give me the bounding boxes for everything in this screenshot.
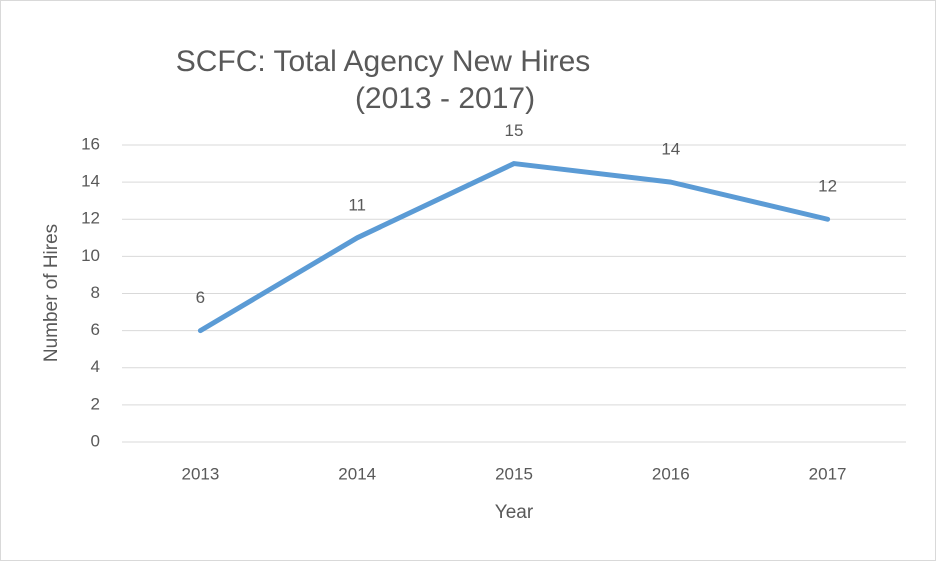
x-tick-label: 2015	[495, 464, 533, 483]
x-tick-label: 2017	[809, 464, 847, 483]
chart-subtitle: (2013 - 2017)	[355, 82, 535, 115]
y-tick-label: 6	[91, 320, 100, 339]
x-tick-label: 2016	[652, 464, 690, 483]
data-label: 6	[196, 288, 205, 307]
y-tick-label: 12	[81, 209, 100, 228]
x-axis-label: Year	[495, 502, 534, 523]
y-tick-label: 2	[91, 394, 100, 413]
y-tick-label: 10	[81, 246, 100, 265]
x-tick-label: 2014	[338, 464, 376, 483]
data-label: 14	[661, 140, 680, 159]
data-label: 12	[818, 177, 837, 196]
data-label: 11	[348, 195, 366, 214]
x-tick-label: 2013	[181, 464, 219, 483]
y-tick-label: 8	[91, 283, 100, 302]
y-axis-label: Number of Hires	[41, 224, 62, 362]
y-tick-label: 4	[91, 357, 100, 376]
data-line	[197, 161, 831, 334]
y-tick-label: 16	[81, 134, 100, 153]
y-tick-label: 14	[81, 172, 100, 191]
chart-title: SCFC: Total Agency New Hires	[176, 45, 591, 78]
data-label: 15	[505, 121, 524, 140]
y-tick-label: 0	[91, 431, 100, 450]
